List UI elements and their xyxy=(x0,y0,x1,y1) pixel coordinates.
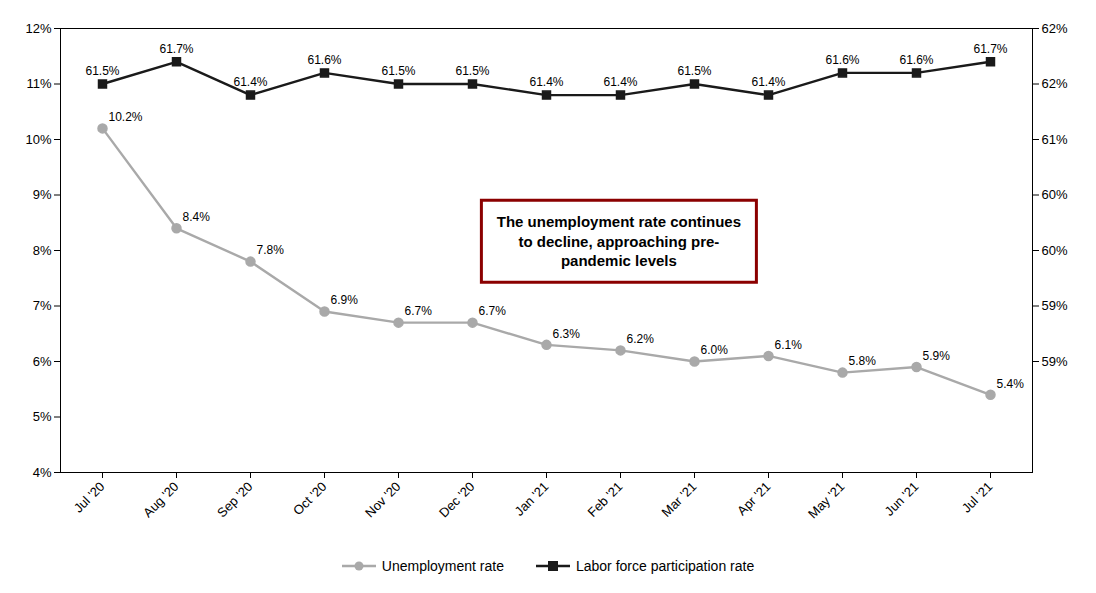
svg-text:Mar '21: Mar '21 xyxy=(659,479,700,520)
svg-text:10%: 10% xyxy=(25,132,51,147)
svg-text:6.1%: 6.1% xyxy=(775,338,803,352)
svg-text:61%: 61% xyxy=(1042,132,1068,147)
svg-text:6.2%: 6.2% xyxy=(627,332,655,346)
svg-text:Sep '20: Sep '20 xyxy=(214,479,255,520)
svg-text:Feb '21: Feb '21 xyxy=(585,479,626,520)
svg-text:60%: 60% xyxy=(1042,243,1068,258)
svg-text:11%: 11% xyxy=(26,76,51,91)
svg-text:61.7%: 61.7% xyxy=(973,42,1007,56)
svg-text:61.5%: 61.5% xyxy=(455,64,489,78)
svg-text:61.4%: 61.4% xyxy=(751,75,785,89)
svg-text:61.6%: 61.6% xyxy=(825,53,859,67)
svg-text:61.7%: 61.7% xyxy=(159,42,193,56)
svg-text:61.4%: 61.4% xyxy=(603,75,637,89)
svg-text:61.6%: 61.6% xyxy=(307,53,341,67)
svg-text:59%: 59% xyxy=(1042,354,1068,369)
svg-text:5.4%: 5.4% xyxy=(997,377,1025,391)
html-text:The unemployment rate continue: The unemployment rate continues to decli… xyxy=(496,212,741,269)
svg-text:5.9%: 5.9% xyxy=(923,349,951,363)
svg-text:8%: 8% xyxy=(33,243,52,258)
svg-text:62%: 62% xyxy=(1042,21,1068,36)
svg-text:60%: 60% xyxy=(1042,187,1068,202)
svg-text:12%: 12% xyxy=(25,21,51,36)
svg-text:6%: 6% xyxy=(33,354,52,369)
svg-text:Aug '20: Aug '20 xyxy=(140,479,181,520)
svg-text:6.9%: 6.9% xyxy=(331,293,359,307)
svg-text:Jul '20: Jul '20 xyxy=(71,479,108,516)
svg-text:5%: 5% xyxy=(33,409,52,424)
svg-text:4%: 4% xyxy=(33,465,52,480)
svg-text:Jun '21: Jun '21 xyxy=(882,479,922,519)
svg-text:6.3%: 6.3% xyxy=(553,327,581,341)
html-text:Labor force participation rate: Labor force participation rate xyxy=(576,558,755,574)
svg-text:6.0%: 6.0% xyxy=(701,343,729,357)
svg-text:61.4%: 61.4% xyxy=(233,75,267,89)
svg-text:61.6%: 61.6% xyxy=(899,53,933,67)
svg-text:6.7%: 6.7% xyxy=(479,304,507,318)
svg-text:10.2%: 10.2% xyxy=(109,110,143,124)
svg-text:7.8%: 7.8% xyxy=(257,243,285,257)
svg-text:59%: 59% xyxy=(1042,298,1068,313)
svg-text:9%: 9% xyxy=(33,187,52,202)
svg-text:Jan '21: Jan '21 xyxy=(512,479,552,519)
svg-text:Dec '20: Dec '20 xyxy=(436,479,477,520)
svg-text:May '21: May '21 xyxy=(805,479,848,522)
svg-text:7%: 7% xyxy=(33,298,52,313)
svg-text:6.7%: 6.7% xyxy=(405,304,433,318)
svg-text:8.4%: 8.4% xyxy=(183,210,211,224)
svg-text:61.5%: 61.5% xyxy=(677,64,711,78)
svg-text:Oct '20: Oct '20 xyxy=(290,479,329,518)
html-text:Unemployment rate: Unemployment rate xyxy=(381,558,504,574)
svg-text:61.5%: 61.5% xyxy=(85,64,119,78)
svg-text:Jul '21: Jul '21 xyxy=(959,479,996,516)
svg-text:61.4%: 61.4% xyxy=(529,75,563,89)
svg-text:62%: 62% xyxy=(1042,76,1068,91)
svg-text:5.8%: 5.8% xyxy=(849,354,877,368)
svg-text:Nov '20: Nov '20 xyxy=(362,479,403,520)
svg-text:61.5%: 61.5% xyxy=(381,64,415,78)
svg-text:Apr '21: Apr '21 xyxy=(734,479,773,518)
